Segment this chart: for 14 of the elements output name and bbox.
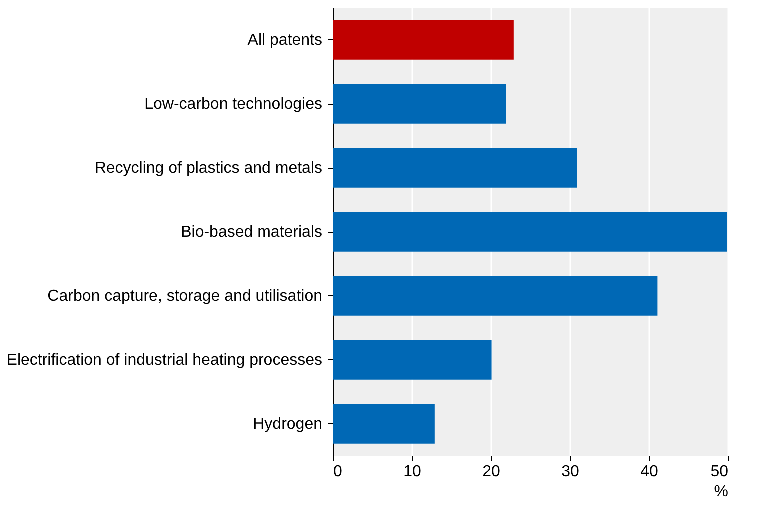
y-tick-label: Low-carbon technologies xyxy=(144,96,322,113)
x-tick-label: 20 xyxy=(482,464,500,480)
x-tick-label: 50 xyxy=(710,464,729,480)
x-axis-title: % xyxy=(714,484,728,500)
y-tick-label: Bio-based materials xyxy=(181,224,322,241)
y-tick-label: Electrification of industrial heating processes xyxy=(6,352,322,369)
y-tick-label: Hydrogen xyxy=(253,416,322,433)
y-tick-label: Recycling of plastics and metals xyxy=(94,160,322,177)
x-tick-label: 30 xyxy=(562,464,580,480)
y-tick-label: Carbon capture, storage and utilisation xyxy=(48,288,322,305)
x-tick-label: 0 xyxy=(334,464,342,480)
y-tick-label: All patents xyxy=(248,32,322,49)
x-tick-label: 10 xyxy=(404,464,422,480)
x-tick-label: 40 xyxy=(640,464,658,480)
